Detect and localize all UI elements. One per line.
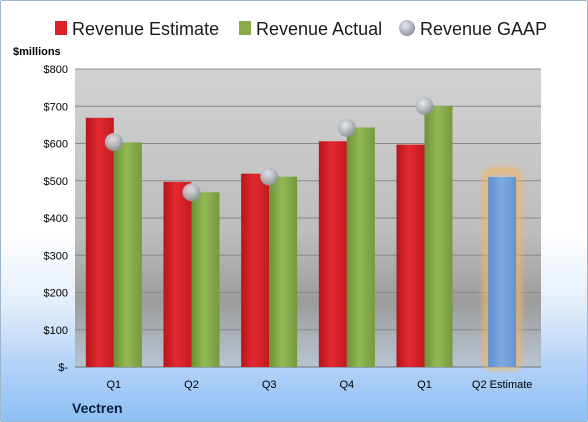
bar-revenue-actual: [113, 142, 142, 367]
x-tick-label: Q1: [417, 379, 432, 391]
bar-revenue-estimate: [318, 141, 347, 367]
y-tick-label: $400: [44, 213, 68, 225]
x-tick-label: Q1: [106, 379, 121, 391]
bar-revenue-estimate: [396, 144, 425, 367]
y-tick-label: $700: [44, 101, 68, 113]
marker-revenue-gaap: [337, 118, 356, 137]
x-tick-label: Q2: [184, 379, 199, 391]
bar-revenue-actual: [346, 127, 375, 367]
legend-label-actual: Revenue Actual: [256, 19, 382, 39]
legend-swatch-estimate: [55, 21, 67, 35]
bar-revenue-estimate: [241, 173, 270, 367]
legend-marker-gaap: [399, 20, 415, 36]
y-tick-label: $-: [58, 362, 68, 374]
x-tick-label: Q2 Estimate: [472, 379, 533, 391]
y-tick-label: $500: [44, 176, 68, 188]
bar-q2-estimate: [488, 177, 517, 367]
legend-label-estimate: Revenue Estimate: [72, 19, 219, 39]
y-tick-label: $100: [44, 325, 68, 337]
y-tick-label: $800: [44, 64, 68, 76]
x-tick-label: Q3: [262, 379, 277, 391]
legend-swatch-actual: [239, 21, 251, 35]
legend: Revenue Estimate Revenue Actual Revenue …: [55, 19, 547, 39]
bar-revenue-estimate: [85, 117, 114, 367]
y-unit-label: $millions: [13, 46, 61, 58]
y-tick-label: $300: [44, 250, 68, 262]
legend-label-gaap: Revenue GAAP: [420, 19, 547, 39]
bar-revenue-estimate: [163, 181, 192, 367]
marker-revenue-gaap: [260, 167, 279, 186]
x-tick-label: Q4: [339, 379, 354, 391]
y-tick-label: $200: [44, 288, 68, 300]
gridlines: [75, 68, 541, 368]
company-name: Vectren: [72, 400, 123, 416]
bars: [85, 105, 522, 370]
y-tick-label: $600: [44, 139, 68, 151]
marker-revenue-gaap: [415, 96, 434, 115]
marker-revenue-gaap: [104, 133, 123, 152]
gaap-markers: [104, 96, 434, 202]
bar-revenue-actual: [269, 176, 298, 367]
bar-revenue-actual: [424, 105, 453, 367]
marker-revenue-gaap: [182, 183, 201, 202]
axis-ticks: $- $100 $200 $300 $400 $500 $600 $700 $800 Q1 Q2 Q3…: [44, 64, 533, 391]
bar-revenue-actual: [191, 192, 220, 367]
